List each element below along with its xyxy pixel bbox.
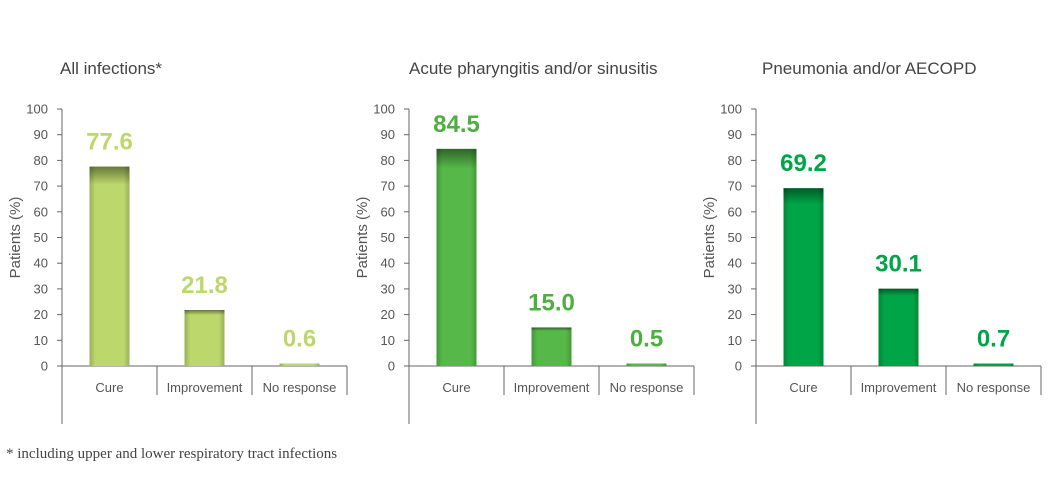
- category-label: No response: [957, 380, 1031, 395]
- y-tick-label: 80: [381, 153, 395, 168]
- chart-title: Pneumonia and/or AECOPD: [762, 59, 977, 78]
- category-label: No response: [263, 380, 337, 395]
- value-label: 21.8: [181, 272, 228, 299]
- value-label: 0.7: [977, 326, 1010, 353]
- y-axis-label: Patients (%): [7, 197, 24, 279]
- y-tick-label: 60: [728, 204, 742, 219]
- footnote: * including upper and lower respiratory …: [6, 446, 338, 462]
- bar-shading: [531, 327, 572, 366]
- bar-shading: [973, 363, 1014, 366]
- bar-shading: [436, 148, 477, 366]
- y-tick-label: 30: [34, 281, 48, 296]
- y-tick-label: 100: [26, 102, 48, 117]
- y-tick-label: 20: [728, 307, 742, 322]
- category-label: No response: [610, 380, 684, 395]
- y-tick-label: 20: [34, 307, 48, 322]
- y-tick-label: 90: [34, 127, 48, 142]
- value-label: 30.1: [875, 251, 922, 278]
- y-tick-label: 40: [381, 256, 395, 271]
- y-tick-label: 60: [34, 204, 48, 219]
- y-tick-label: 40: [34, 256, 48, 271]
- y-tick-label: 30: [728, 281, 742, 296]
- bar-shading: [279, 363, 320, 366]
- y-tick-label: 60: [381, 204, 395, 219]
- bar-shading: [783, 188, 824, 366]
- bar-shading: [184, 309, 225, 366]
- y-tick-label: 0: [388, 359, 395, 374]
- category-label: Improvement: [167, 380, 243, 395]
- y-tick-label: 20: [381, 307, 395, 322]
- y-tick-label: 70: [34, 179, 48, 194]
- value-label: 0.5: [630, 326, 663, 353]
- y-axis-label: Patients (%): [354, 197, 371, 279]
- category-label: Cure: [789, 380, 817, 395]
- chart-title: Acute pharyngitis and/or sinusitis: [409, 59, 658, 78]
- category-label: Improvement: [861, 380, 937, 395]
- chart-3: Pneumonia and/or AECOPD Patients (%) 0 10 20…: [701, 59, 1042, 424]
- charts-area: All infections* Patients (%) 0 10 20 30 40 50 60…: [7, 59, 1042, 424]
- bar-shading: [89, 166, 130, 366]
- y-tick-label: 10: [381, 333, 395, 348]
- y-tick-label: 100: [720, 102, 742, 117]
- value-label: 77.6: [86, 129, 133, 156]
- y-axis-label: Patients (%): [701, 197, 718, 279]
- y-tick-label: 30: [381, 281, 395, 296]
- y-tick-label: 0: [41, 359, 48, 374]
- category-label: Cure: [442, 380, 470, 395]
- category-label: Improvement: [514, 380, 590, 395]
- value-label: 0.6: [283, 326, 316, 353]
- y-tick-label: 100: [373, 102, 395, 117]
- y-tick-label: 0: [735, 359, 742, 374]
- chart-2: Acute pharyngitis and/or sinusitis Patien…: [354, 59, 695, 424]
- bar-shading: [878, 288, 919, 366]
- y-tick-label: 90: [728, 127, 742, 142]
- y-tick-label: 70: [728, 179, 742, 194]
- y-tick-label: 40: [728, 256, 742, 271]
- y-tick-label: 50: [728, 230, 742, 245]
- y-tick-label: 90: [381, 127, 395, 142]
- y-tick-label: 80: [34, 153, 48, 168]
- chart-title: All infections*: [60, 59, 162, 78]
- y-tick-label: 10: [34, 333, 48, 348]
- value-label: 84.5: [433, 111, 480, 138]
- y-tick-label: 50: [34, 230, 48, 245]
- y-tick-label: 10: [728, 333, 742, 348]
- value-label: 69.2: [780, 150, 827, 177]
- y-tick-label: 70: [381, 179, 395, 194]
- chart-1: All infections* Patients (%) 0 10 20 30 40 50 60…: [7, 59, 348, 424]
- y-tick-label: 50: [381, 230, 395, 245]
- category-label: Cure: [95, 380, 123, 395]
- value-label: 15.0: [528, 289, 575, 316]
- y-tick-label: 80: [728, 153, 742, 168]
- bar-shading: [626, 363, 667, 366]
